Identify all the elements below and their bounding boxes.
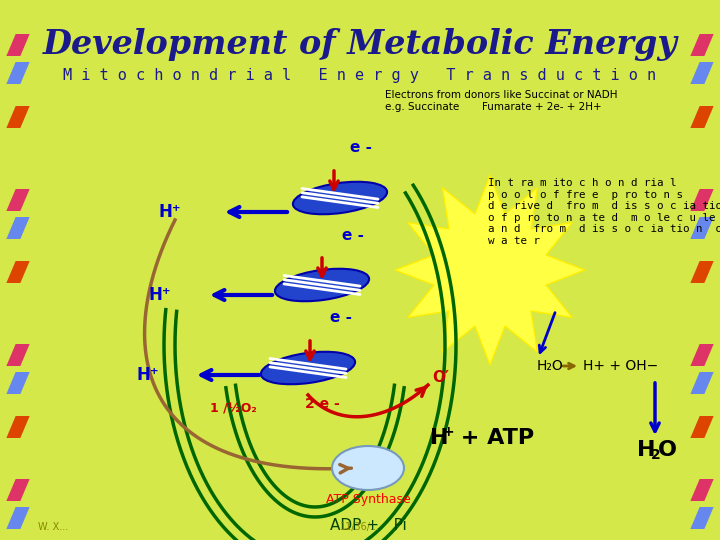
Text: In t ra m ito c h o n d ria l
p o o l o f fre e  p ro to n s
d e rive d  fro m  : In t ra m ito c h o n d ria l p o o l o …	[488, 178, 720, 246]
Text: O′: O′	[432, 370, 449, 385]
Polygon shape	[6, 344, 30, 366]
Polygon shape	[690, 372, 714, 394]
Text: M i t o c h o n d r i a l   E n e r g y   T r a n s d u c t i o n: M i t o c h o n d r i a l E n e r g y T …	[63, 68, 657, 83]
Text: 1 /½O₂: 1 /½O₂	[210, 402, 257, 415]
Text: H⁺: H⁺	[137, 366, 159, 384]
Text: +: +	[443, 425, 454, 439]
Polygon shape	[690, 507, 714, 529]
Ellipse shape	[293, 182, 387, 214]
Text: H⁺: H⁺	[158, 203, 181, 221]
Polygon shape	[6, 261, 30, 283]
Polygon shape	[690, 62, 714, 84]
Ellipse shape	[275, 269, 369, 301]
Text: H: H	[430, 428, 449, 448]
Text: ATP Synthase: ATP Synthase	[325, 493, 410, 506]
Text: Development of Metabolic Energy: Development of Metabolic Energy	[42, 28, 678, 61]
Polygon shape	[690, 479, 714, 501]
Text: e -: e -	[330, 310, 352, 326]
Text: 2 e -: 2 e -	[305, 397, 340, 411]
Polygon shape	[6, 372, 30, 394]
Text: H⁺: H⁺	[149, 286, 171, 304]
Text: 11/36/...: 11/36/...	[340, 522, 380, 532]
Polygon shape	[6, 189, 30, 211]
Text: ADP +   Pi: ADP + Pi	[330, 518, 406, 533]
Text: H: H	[637, 440, 655, 460]
Text: e.g. Succinate       Fumarate + 2e- + 2H+: e.g. Succinate Fumarate + 2e- + 2H+	[385, 102, 602, 112]
Polygon shape	[395, 175, 585, 365]
Text: W. X...: W. X...	[38, 522, 68, 532]
Ellipse shape	[261, 352, 355, 384]
Text: 2: 2	[651, 448, 661, 462]
Polygon shape	[690, 344, 714, 366]
Text: H+ + OH−: H+ + OH−	[583, 359, 658, 373]
Polygon shape	[6, 507, 30, 529]
Text: O: O	[658, 440, 677, 460]
Ellipse shape	[332, 446, 404, 490]
Text: e -: e -	[342, 227, 364, 242]
Polygon shape	[6, 479, 30, 501]
Text: e -: e -	[350, 140, 372, 156]
Polygon shape	[690, 217, 714, 239]
Polygon shape	[690, 106, 714, 128]
Polygon shape	[690, 34, 714, 56]
Polygon shape	[6, 62, 30, 84]
Polygon shape	[6, 416, 30, 438]
Polygon shape	[6, 217, 30, 239]
Polygon shape	[6, 34, 30, 56]
Polygon shape	[6, 106, 30, 128]
Text: Electrons from donors like Succinat or NADH: Electrons from donors like Succinat or N…	[385, 90, 618, 100]
Text: + ATP: + ATP	[453, 428, 534, 448]
Text: H₂O: H₂O	[537, 359, 564, 373]
Polygon shape	[690, 416, 714, 438]
Polygon shape	[690, 189, 714, 211]
Polygon shape	[690, 261, 714, 283]
